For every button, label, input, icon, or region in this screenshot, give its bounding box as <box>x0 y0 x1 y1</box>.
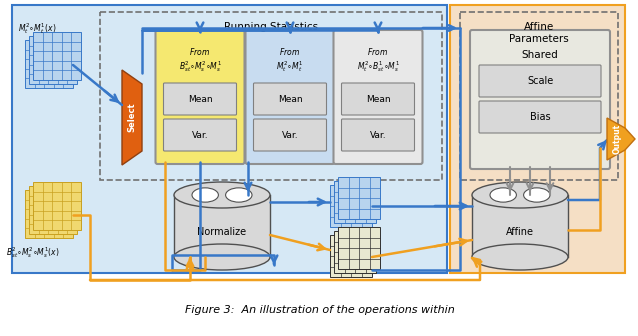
FancyBboxPatch shape <box>470 30 610 169</box>
Text: Mean: Mean <box>366 94 390 103</box>
Bar <box>472 195 568 257</box>
Bar <box>330 185 372 227</box>
Ellipse shape <box>174 182 270 208</box>
Ellipse shape <box>472 244 568 270</box>
Text: Mean: Mean <box>278 94 302 103</box>
FancyBboxPatch shape <box>12 5 447 273</box>
Bar <box>25 40 73 88</box>
Polygon shape <box>607 118 635 160</box>
FancyBboxPatch shape <box>479 101 601 133</box>
Bar <box>334 231 376 273</box>
FancyBboxPatch shape <box>253 83 327 115</box>
Ellipse shape <box>490 188 516 202</box>
Bar <box>330 235 372 277</box>
Text: $From$
$B_{st}^2{\circ}M_s^2{\circ}M_s^1$: $From$ $B_{st}^2{\circ}M_s^2{\circ}M_s^1… <box>179 46 221 74</box>
Text: Var.: Var. <box>191 130 209 139</box>
Text: Running Statistics: Running Statistics <box>224 22 318 32</box>
Bar <box>29 36 77 84</box>
Text: Affine: Affine <box>506 227 534 237</box>
FancyBboxPatch shape <box>450 5 625 273</box>
FancyBboxPatch shape <box>479 65 601 97</box>
Ellipse shape <box>192 188 218 202</box>
Bar <box>33 182 81 230</box>
Ellipse shape <box>472 182 568 208</box>
Bar <box>338 177 380 219</box>
FancyBboxPatch shape <box>253 119 327 151</box>
Text: Output: Output <box>612 124 621 154</box>
Text: Scale: Scale <box>527 76 553 86</box>
Text: Shared: Shared <box>522 50 558 60</box>
Text: $From$
$M_t^2{\circ}M_t^1$: $From$ $M_t^2{\circ}M_t^1$ <box>276 46 304 74</box>
FancyBboxPatch shape <box>163 83 237 115</box>
Text: Mean: Mean <box>188 94 212 103</box>
Text: Select: Select <box>128 103 137 132</box>
Text: Figure 3:  An illustration of the operations within: Figure 3: An illustration of the operati… <box>185 305 455 315</box>
FancyBboxPatch shape <box>156 30 244 164</box>
FancyBboxPatch shape <box>341 119 415 151</box>
FancyBboxPatch shape <box>163 119 237 151</box>
FancyBboxPatch shape <box>341 83 415 115</box>
Bar <box>33 32 81 80</box>
Bar <box>338 227 380 269</box>
Text: Affine
Parameters: Affine Parameters <box>509 22 569 44</box>
Text: Var.: Var. <box>282 130 299 139</box>
FancyBboxPatch shape <box>246 30 334 164</box>
Text: Bias: Bias <box>530 112 551 122</box>
Text: $B_{st}^2{\circ}M_s^2{\circ}M_s^1(x)$: $B_{st}^2{\circ}M_s^2{\circ}M_s^1(x)$ <box>6 245 60 260</box>
Bar <box>29 186 77 234</box>
Bar <box>174 195 270 257</box>
Ellipse shape <box>226 188 252 202</box>
Bar <box>25 190 73 238</box>
Bar <box>334 181 376 223</box>
Ellipse shape <box>174 244 270 270</box>
Polygon shape <box>122 70 142 165</box>
Text: Var.: Var. <box>369 130 387 139</box>
Text: $M_t^2{\circ}M_t^1(x)$: $M_t^2{\circ}M_t^1(x)$ <box>18 21 56 36</box>
FancyBboxPatch shape <box>334 30 422 164</box>
Text: $From$
$M_t^2{\circ}B_{st}^1{\circ}M_s^1$: $From$ $M_t^2{\circ}B_{st}^1{\circ}M_s^1… <box>357 46 399 74</box>
Text: Normalize: Normalize <box>197 227 246 237</box>
Ellipse shape <box>524 188 550 202</box>
